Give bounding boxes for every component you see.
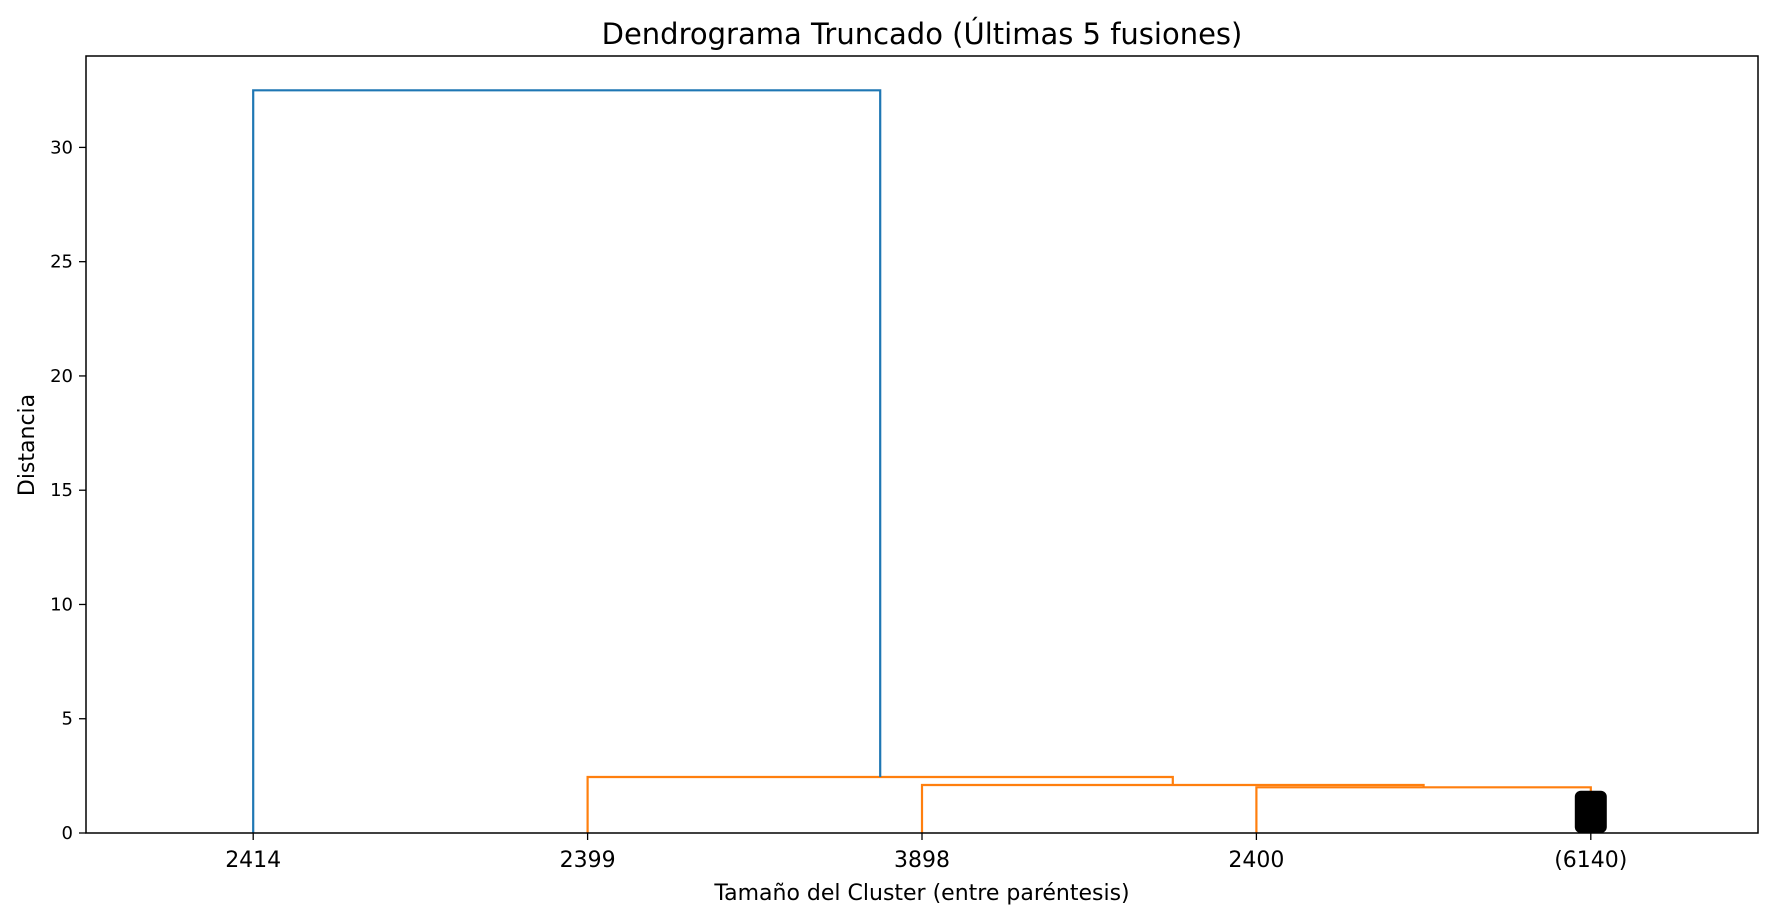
merge-lines	[252, 89, 1592, 833]
y-tick-label: 25	[50, 252, 73, 273]
plot-frame	[85, 55, 1759, 834]
y-tick-label: 30	[50, 137, 73, 158]
merge-link-2	[920, 783, 1425, 833]
y-tick-label: 20	[50, 366, 73, 387]
x-axis-ticks: 2414 2399 3898 2400 (6140)	[225, 833, 1627, 873]
x-tick-label: 2414	[225, 848, 281, 873]
x-tick-label: 3898	[894, 848, 950, 873]
x-axis-label: Tamaño del Cluster (entre paréntesis)	[713, 881, 1129, 906]
x-tick-label: 2399	[560, 848, 616, 873]
truncated-leaf-marker	[1574, 790, 1607, 833]
merge-link-4	[252, 89, 882, 833]
y-tick-label: 5	[62, 709, 73, 730]
x-tick-label: 2400	[1228, 848, 1284, 873]
y-tick-label: 10	[50, 594, 73, 615]
x-tick-label: (6140)	[1554, 848, 1627, 873]
chart-title: Dendrograma Truncado (Últimas 5 fusiones…	[602, 17, 1243, 51]
merge-link-1	[1255, 786, 1592, 833]
truncated-leaf-markers	[1574, 790, 1607, 833]
y-axis-label: Distancia	[15, 394, 40, 496]
y-tick-label: 15	[50, 480, 73, 501]
y-axis-ticks: 0 5 10 15 20 25 30	[50, 137, 86, 844]
y-tick-label: 0	[62, 823, 73, 844]
